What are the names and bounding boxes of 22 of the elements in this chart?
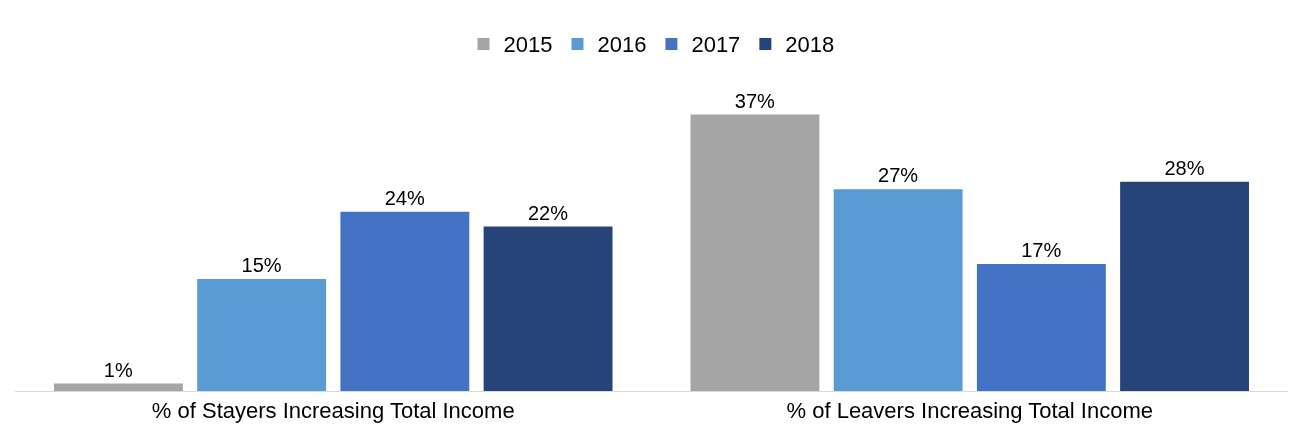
x-tick-label: % of Stayers Increasing Total Income [151,398,515,424]
bar [53,383,183,391]
bar [833,189,963,391]
legend-label: 2017 [691,32,741,58]
data-label: 1% [103,358,133,381]
data-label: 28% [1164,156,1205,179]
bar [1120,181,1250,391]
data-label: 22% [527,201,569,224]
bar [197,278,327,391]
legend-label: 2016 [597,32,647,58]
data-label: 37% [734,89,776,112]
data-label: 24% [384,186,425,209]
bar [976,263,1106,391]
data-label: 17% [1021,238,1062,261]
legend-label: 2015 [503,32,553,58]
data-label: 15% [241,253,282,276]
legend-label: 2018 [785,32,835,58]
bar [340,211,470,391]
x-tick-label: % of Leavers Increasing Total Income [786,398,1153,424]
bar [483,226,613,391]
bar [690,114,820,391]
data-label: 27% [878,164,919,187]
